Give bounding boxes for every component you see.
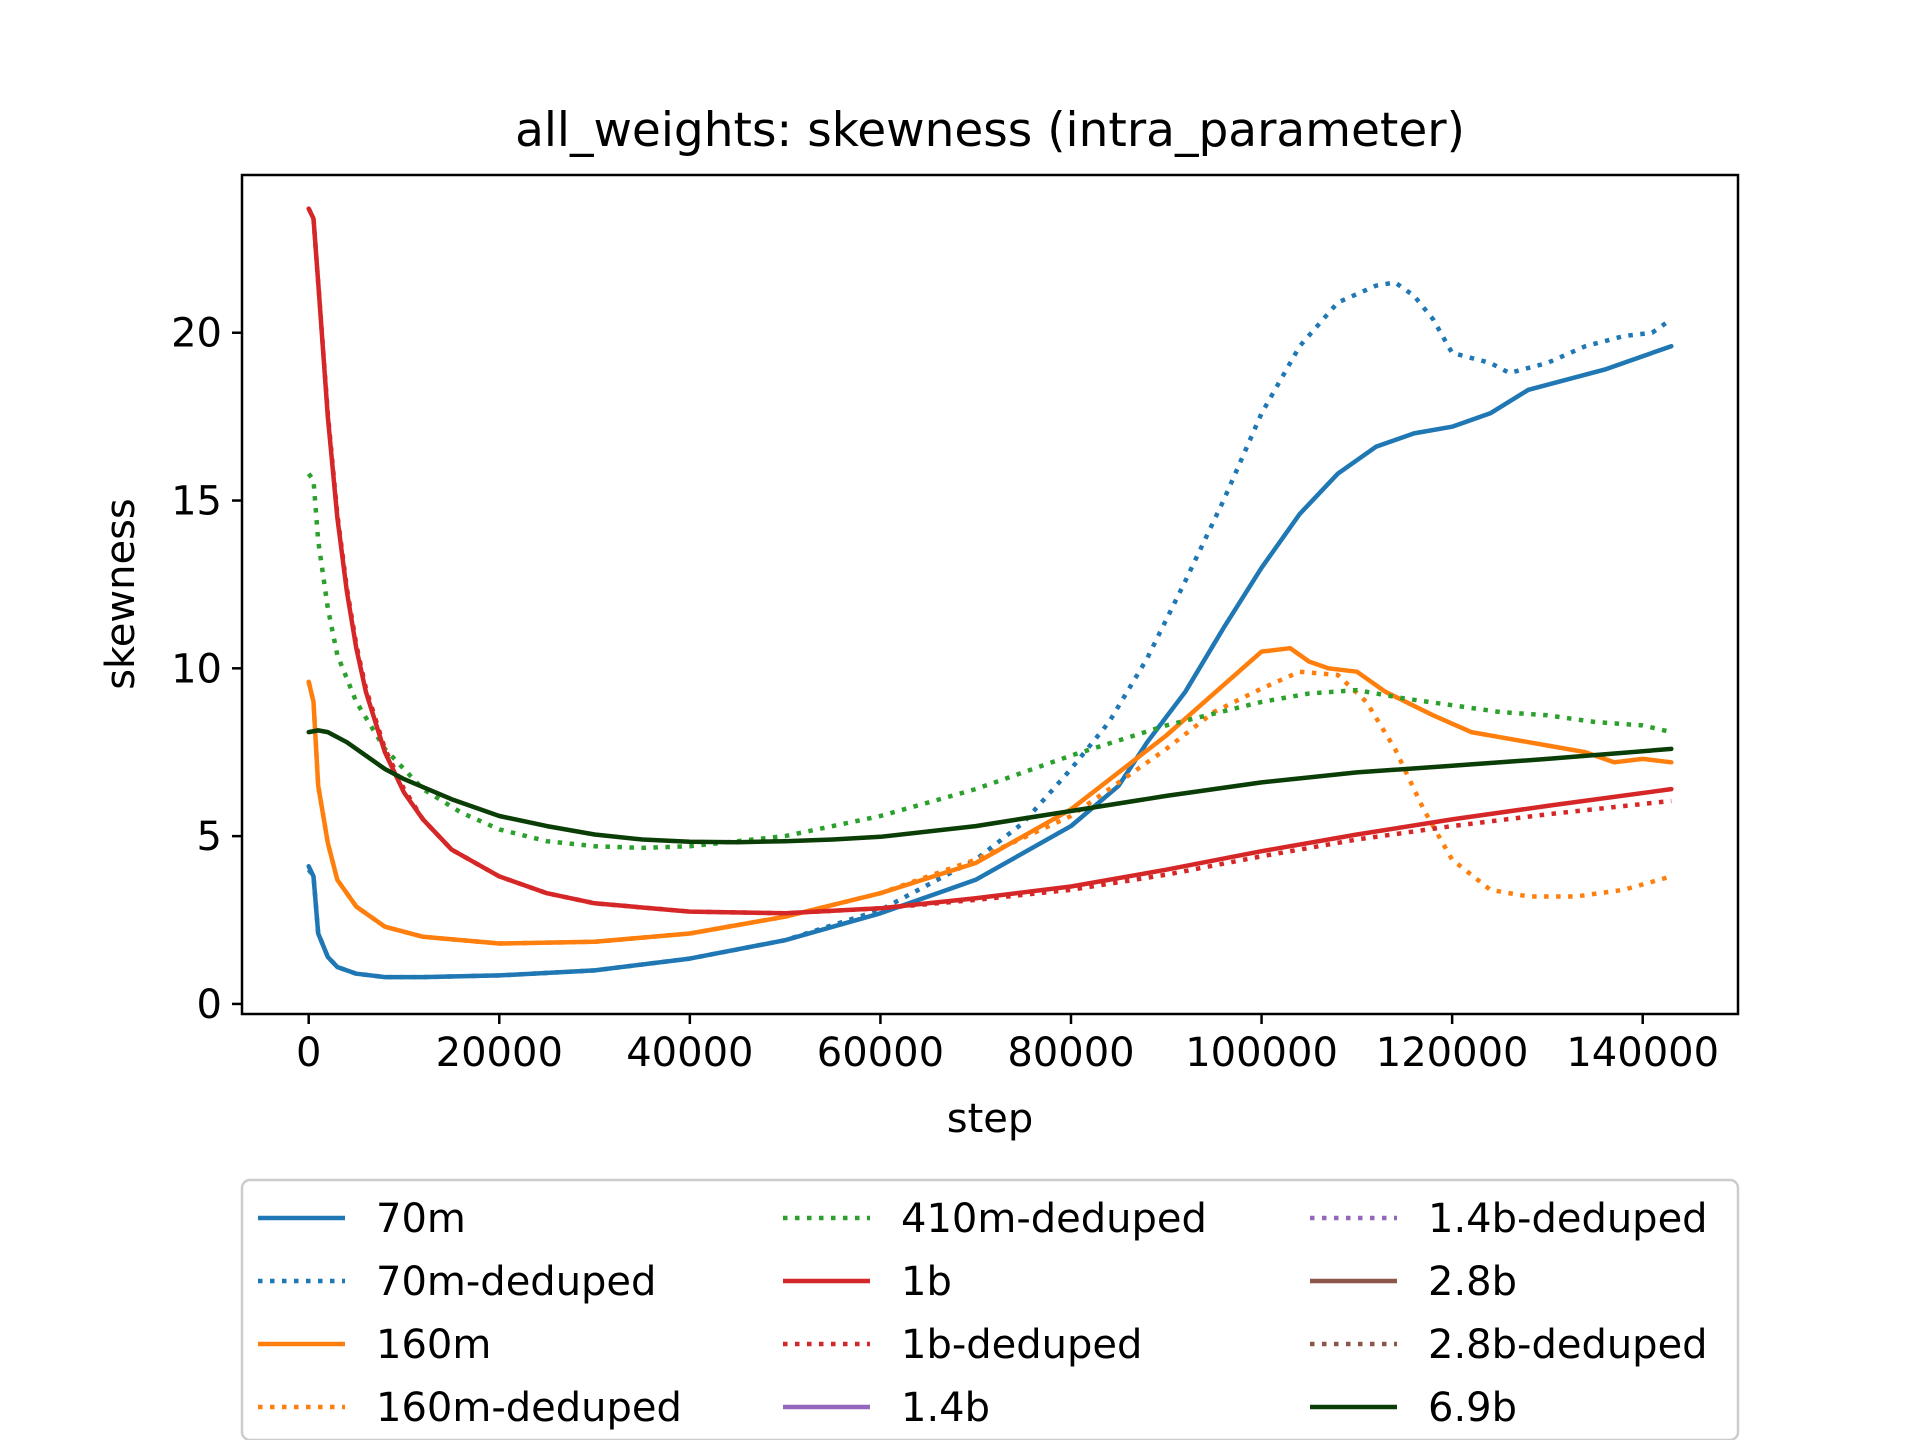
series-line-1b (306, 206, 1674, 916)
x-axis-label: step (947, 1096, 1034, 1142)
legend-frame (240, 1178, 1740, 1440)
legend-label-160m: 160m (376, 1322, 491, 1368)
y-tick-label-15: 15 (171, 479, 222, 525)
legend-label-1b-deduped: 1b-deduped (901, 1322, 1142, 1368)
series-line-6-9b (306, 728, 1674, 845)
legend-label-2-8b: 2.8b (1428, 1259, 1517, 1305)
x-tick-label-120000: 120000 (1376, 1030, 1529, 1076)
legend-label-2-8b-deduped: 2.8b-deduped (1428, 1322, 1708, 1368)
x-tick-label-140000: 140000 (1566, 1030, 1719, 1076)
legend-label-410m-deduped: 410m-deduped (901, 1196, 1207, 1242)
legend-label-70m: 70m (376, 1196, 466, 1242)
series-line-70m (306, 343, 1674, 980)
y-axis-label: skewness (98, 498, 144, 690)
series-line-160m (306, 645, 1674, 946)
legend-label-70m-deduped: 70m-deduped (376, 1259, 656, 1305)
legend: 70m 70m-deduped 160m 160m-deduped 410m-dedup… (240, 1178, 1740, 1440)
legend-label-1b: 1b (901, 1259, 952, 1305)
y-axis: 0 5 10 15 20 (171, 311, 242, 1028)
series-line-160m-deduped (306, 669, 1672, 946)
series-line-70m-deduped (306, 280, 1673, 980)
x-tick-label-0: 0 (296, 1030, 321, 1076)
y-tick-label-10: 10 (171, 646, 222, 692)
legend-label-1-4b: 1.4b (901, 1385, 990, 1431)
x-tick-label-20000: 20000 (436, 1030, 563, 1076)
plot-frame (240, 173, 1740, 1016)
series-line-410m-deduped (306, 472, 1672, 851)
x-tick-label-100000: 100000 (1185, 1030, 1338, 1076)
x-tick-label-60000: 60000 (817, 1030, 944, 1076)
y-tick-label-20: 20 (171, 311, 222, 357)
legend-label-1-4b-deduped: 1.4b-deduped (1428, 1196, 1708, 1242)
plot-area (240, 173, 1740, 1016)
series-layer (306, 206, 1674, 980)
x-tick-label-80000: 80000 (1007, 1030, 1134, 1076)
y-tick-label-5: 5 (197, 814, 222, 860)
y-tick-label-0: 0 (197, 982, 222, 1028)
series-line-1b-deduped (306, 207, 1672, 916)
legend-label-6-9b: 6.9b (1428, 1385, 1517, 1431)
chart-title: all_weights: skewness (intra_parameter) (515, 103, 1465, 158)
legend-label-160m-deduped: 160m-deduped (376, 1385, 682, 1431)
x-tick-label-40000: 40000 (626, 1030, 753, 1076)
x-axis: 0 20000 40000 60000 80000 100000 120000 140000 (296, 1014, 1719, 1076)
